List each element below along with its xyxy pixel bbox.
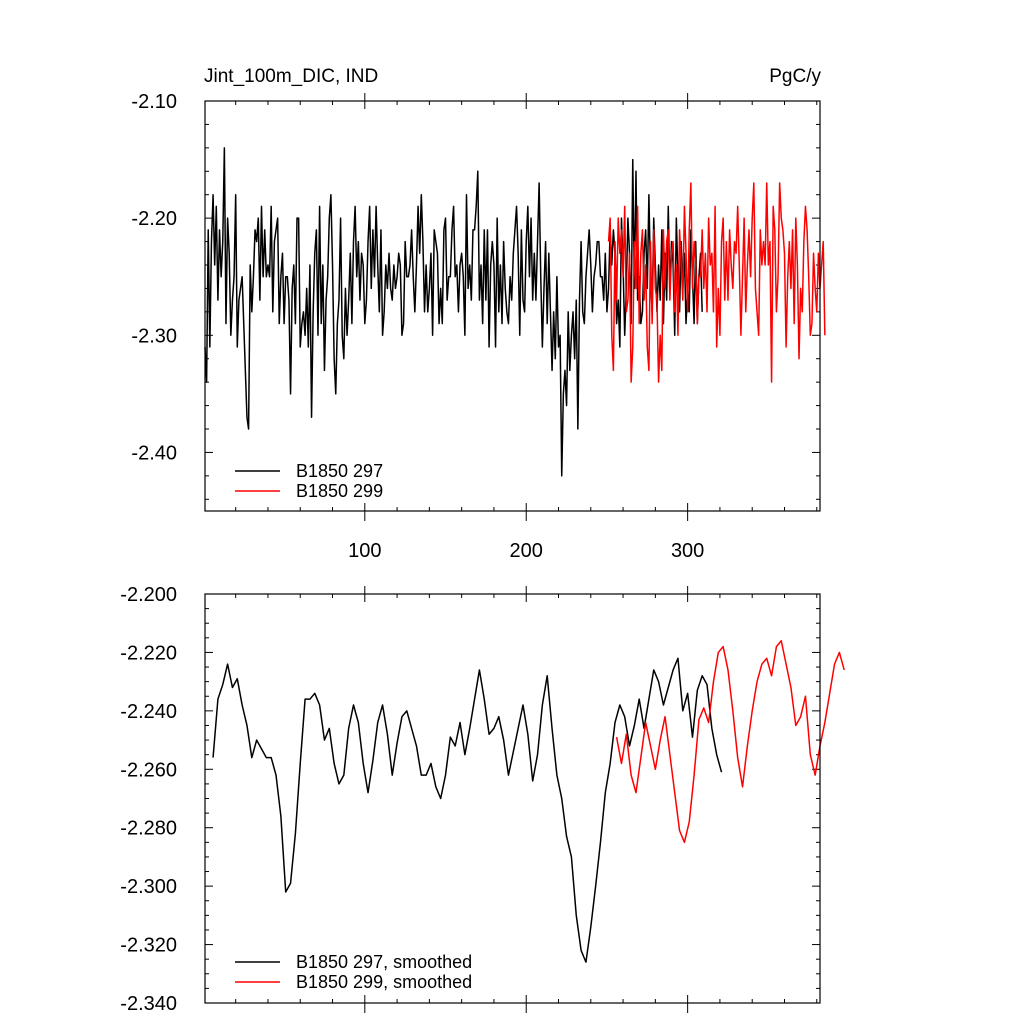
top-ytick-label: -2.30 (131, 325, 177, 347)
bottom-legend-label-b1850-299-smoothed: B1850 299, smoothed (296, 972, 472, 992)
bottom-ytick-label: -2.220 (120, 642, 177, 664)
bottom-ticks: -2.200 -2.220 -2.240 -2.260 -2.280 -2.300 -2.3… (120, 584, 820, 1015)
bottom-ytick-label: -2.280 (120, 818, 177, 840)
bottom-ytick-label: -2.300 (120, 876, 177, 898)
bottom-ytick-label: -2.260 (120, 759, 177, 781)
top-ytick-label: -2.20 (131, 208, 177, 230)
top-series-group (204, 147, 826, 477)
top-chart-title: Jint_100m_DIC, IND (204, 66, 378, 87)
bottom-ytick-label: -2.200 (120, 584, 177, 606)
top-legend: B1850 297 B1850 299 (235, 461, 383, 501)
bottom-plot-frame (204, 593, 821, 1004)
bottom-ytick-label: -2.340 (120, 993, 177, 1015)
bottom-legend: B1850 297, smoothed B1850 299, smoothed (235, 952, 472, 992)
top-legend-label-b1850-297: B1850 297 (296, 461, 383, 481)
top-ytick-label: -2.40 (131, 442, 177, 464)
top-series-b1850-299 (607, 182, 826, 383)
top-xtick-label: 100 (348, 540, 381, 562)
bottom-ytick-label: -2.240 (120, 701, 177, 723)
top-plot-frame (204, 100, 821, 512)
top-series-b1850-297 (204, 147, 703, 477)
top-chart-units: PgC/y (769, 66, 821, 87)
top-panel: Jint_100m_DIC, IND PgC/y -2.10 -2.20 -2.30… (131, 66, 826, 562)
bottom-ytick-label: -2.320 (120, 935, 177, 957)
bottom-series-group (212, 639, 845, 963)
bottom-series-b1850-299-smoothed (615, 639, 845, 844)
top-ticks: -2.10 -2.20 -2.30 -2.40 100 200 300 (131, 91, 820, 562)
top-xtick-label: 300 (671, 540, 704, 562)
bottom-series-b1850-297-smoothed (212, 657, 723, 963)
bottom-panel: -2.200 -2.220 -2.240 -2.260 -2.280 -2.300 -2.3… (120, 584, 845, 1015)
top-legend-label-b1850-299: B1850 299 (296, 481, 383, 501)
top-xtick-label: 200 (510, 540, 543, 562)
bottom-legend-label-b1850-297-smoothed: B1850 297, smoothed (296, 952, 472, 972)
top-ytick-label: -2.10 (131, 91, 177, 113)
